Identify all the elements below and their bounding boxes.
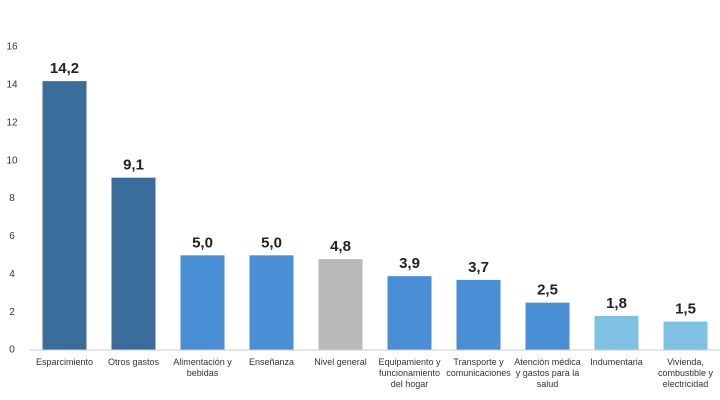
value-label: 4,8 <box>330 238 351 255</box>
y-tick-label: 0 <box>9 345 15 356</box>
y-tick-label: 6 <box>9 231 15 242</box>
x-tick-label: Equipamiento y funcionamiento del hogar <box>378 357 441 389</box>
value-label: 3,9 <box>399 255 420 272</box>
x-tick-label: Alimentación y bebidas <box>173 357 232 378</box>
bar <box>180 255 225 350</box>
value-label: 2,5 <box>537 282 558 299</box>
y-tick-label: 10 <box>6 155 18 166</box>
x-tick-label: Esparcimiento <box>35 357 94 367</box>
value-label: 1,5 <box>675 301 696 318</box>
value-label: 5,0 <box>261 234 282 251</box>
bar <box>525 302 570 350</box>
bar <box>387 276 432 350</box>
value-label: 5,0 <box>192 234 213 251</box>
y-tick-label: 4 <box>9 269 15 280</box>
bar <box>318 259 363 350</box>
x-tick-label: Indumentaria <box>590 357 643 367</box>
value-label: 14,2 <box>50 60 79 77</box>
x-tick-label: Atención médica y gastos para la salud <box>514 357 581 389</box>
bar <box>663 321 708 350</box>
bar <box>456 279 501 350</box>
bar <box>111 177 156 350</box>
x-tick-label: Nivel general <box>314 357 367 367</box>
x-tick-label: Otros gastos <box>107 357 160 367</box>
y-tick-label: 14 <box>6 80 18 91</box>
y-tick-label: 2 <box>9 307 15 318</box>
x-tick-label: Transporte y comunicaciones <box>446 357 511 378</box>
x-tick-label: Enseñanza <box>248 357 295 367</box>
value-label: 1,8 <box>606 295 627 312</box>
x-tick-label: Vivienda, combustible y electricidad <box>657 357 714 389</box>
value-label: 3,7 <box>468 259 489 276</box>
bar <box>594 315 639 350</box>
y-tick-label: 12 <box>6 117 18 128</box>
y-tick-label: 8 <box>9 193 15 204</box>
bar <box>249 255 294 350</box>
y-tick-label: 16 <box>6 42 18 53</box>
value-label: 9,1 <box>123 157 144 174</box>
bar <box>42 81 87 351</box>
